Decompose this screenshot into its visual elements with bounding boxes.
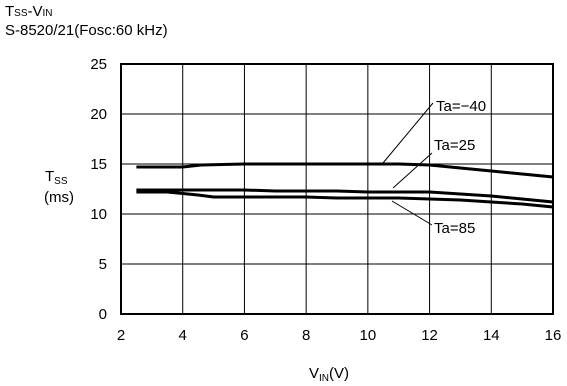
annotation-leader-1 (392, 152, 433, 189)
x-tick-label: 6 (240, 327, 248, 344)
y-tick-label: 0 (99, 306, 107, 323)
x-tick-label: 12 (421, 327, 438, 344)
y-tick-label: 20 (90, 106, 107, 123)
x-tick-label: 16 (545, 327, 562, 344)
x-axis-label-subscript: IN (319, 373, 329, 384)
y-axis-label-symbol: T (45, 168, 54, 185)
x-tick-label: 8 (302, 327, 310, 344)
title-symbol: T (5, 3, 15, 20)
chart-title: TSS-VIN (5, 3, 53, 22)
y-axis-unit: (ms) (44, 189, 74, 206)
title-symbol-subscript: SS (14, 8, 28, 19)
y-tick-label: 10 (90, 206, 107, 223)
plot-frame (120, 63, 554, 315)
y-tick-label: 25 (90, 56, 107, 73)
x-tick-label: 2 (117, 327, 125, 344)
tick-labels: 2 4 6 8 10 12 14 16 0 5 10 15 20 25 (90, 56, 561, 344)
x-axis-label: VIN(V) (309, 365, 349, 384)
annotation-leader-2 (391, 200, 433, 226)
x-axis-label-unit: (V) (329, 365, 349, 382)
x-tick-label: 14 (483, 327, 500, 344)
series-line-0 (136, 162, 554, 179)
y-axis-label-subscript: SS (54, 176, 68, 187)
annotation-label: Ta=25 (434, 137, 475, 154)
title-separator-subscript: IN (42, 8, 53, 19)
x-tick-label: 4 (179, 327, 187, 344)
y-tick-label: 15 (90, 156, 107, 173)
series-line-2 (136, 190, 554, 209)
annotation-leaders: Ta=−40 Ta=25 Ta=85 (382, 98, 486, 237)
x-axis-label-symbol: V (309, 365, 319, 382)
series-lines (136, 162, 554, 209)
series-line-1 (136, 188, 554, 204)
annotation-label: Ta=−40 (436, 98, 486, 115)
annotation-leader-0 (382, 102, 434, 164)
y-tick-label: 5 (99, 256, 107, 273)
chart-subtitle: S-8520/21(Fosc:60 kHz) (5, 22, 168, 39)
title-separator: -V (27, 3, 43, 20)
x-tick-label: 10 (360, 327, 377, 344)
y-axis-label: TSS (45, 168, 68, 187)
annotation-label: Ta=85 (434, 220, 475, 237)
